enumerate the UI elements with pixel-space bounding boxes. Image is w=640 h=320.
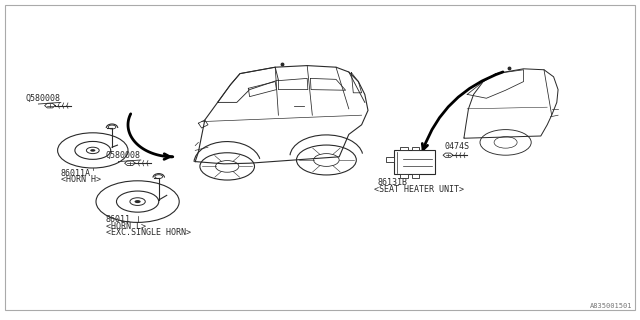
Text: Q580008: Q580008	[26, 94, 61, 103]
Bar	[400, 147, 408, 150]
Text: <EXC.SINGLE HORN>: <EXC.SINGLE HORN>	[106, 228, 191, 237]
Bar	[400, 174, 408, 178]
Bar	[412, 147, 419, 150]
Bar	[412, 174, 419, 178]
Circle shape	[90, 149, 95, 152]
Text: 86011A: 86011A	[61, 169, 91, 178]
Text: 86011: 86011	[106, 215, 131, 224]
Text: Q580008: Q580008	[106, 151, 141, 160]
Text: <HORN L>: <HORN L>	[106, 222, 146, 231]
Bar	[386, 157, 394, 163]
Text: 0474S: 0474S	[445, 142, 470, 151]
Circle shape	[134, 200, 141, 203]
Text: <SEAT HEATER UNIT>: <SEAT HEATER UNIT>	[374, 185, 465, 194]
Text: 86131B: 86131B	[378, 178, 408, 187]
Text: <HORN H>: <HORN H>	[61, 175, 101, 184]
Text: A835001501: A835001501	[590, 303, 632, 309]
Bar	[394, 150, 435, 174]
